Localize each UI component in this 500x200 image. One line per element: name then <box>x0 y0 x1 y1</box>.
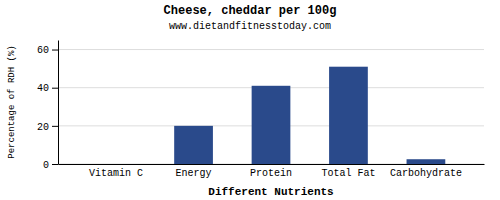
x-axis-label: Different Nutrients <box>208 186 333 198</box>
tick-mark <box>52 164 58 165</box>
tick-mark <box>52 88 58 89</box>
axis-line <box>59 164 485 165</box>
axis-line <box>58 41 59 165</box>
tick-label: Vitamin C <box>89 168 143 179</box>
bar <box>329 67 368 164</box>
tick: Protein <box>250 168 292 179</box>
grid <box>58 50 484 164</box>
tick: Carbohydrate <box>390 168 462 179</box>
tick-label: 20 <box>37 122 49 133</box>
y-axis: 0 20 40 60 <box>37 41 59 171</box>
bars <box>174 67 445 164</box>
tick-label: 0 <box>43 160 49 171</box>
tick: 60 <box>37 45 58 56</box>
tick: Vitamin C <box>89 168 143 179</box>
plot-area: 0 20 40 60 Vitamin C Energy Protein Total Fat Ca… <box>37 41 485 180</box>
tick-label: Energy <box>176 168 212 179</box>
x-axis: Vitamin C Energy Protein Total Fat Carbohydr… <box>59 165 485 180</box>
tick-label: 40 <box>37 83 49 94</box>
tick-label: 60 <box>37 45 49 56</box>
grid-line <box>58 49 484 50</box>
tick: 0 <box>43 160 58 171</box>
y-axis-label: Percentage of RDH (%) <box>7 45 17 158</box>
title: Cheese, cheddar per 100g <box>164 4 337 18</box>
bar <box>252 86 291 164</box>
chart-svg: Cheese, cheddar per 100g www.dietandfitne… <box>0 0 500 200</box>
chart-container: Cheese, cheddar per 100g www.dietandfitne… <box>0 0 500 200</box>
bar <box>407 159 446 164</box>
tick: 20 <box>37 122 58 133</box>
bar <box>174 126 213 164</box>
bar <box>97 164 136 165</box>
tick: Energy <box>176 168 212 179</box>
tick-label: Protein <box>250 168 292 179</box>
subtitle: www.dietandfitnesstoday.com <box>169 21 331 32</box>
tick: Total Fat <box>321 168 375 179</box>
tick: 40 <box>37 83 58 94</box>
tick-label: Carbohydrate <box>390 168 462 179</box>
tick-mark <box>52 126 58 127</box>
tick-label: Total Fat <box>321 168 375 179</box>
tick-mark <box>52 50 58 51</box>
